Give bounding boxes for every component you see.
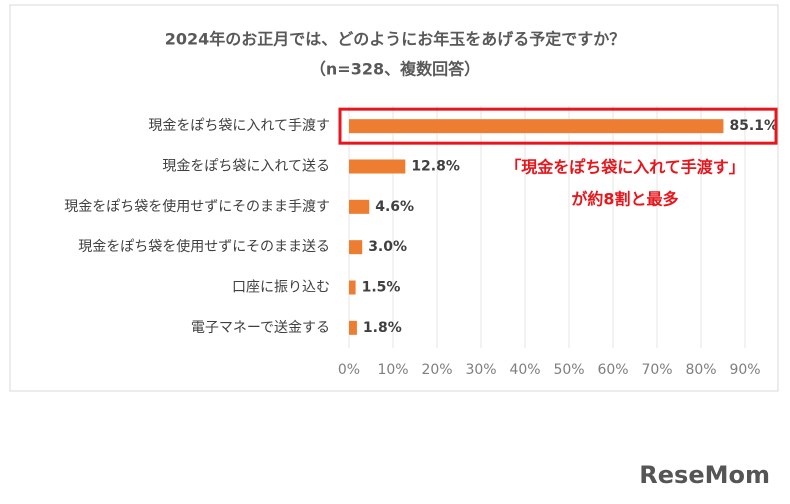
bar xyxy=(349,119,724,134)
watermark: ReseMom xyxy=(639,461,770,489)
bar xyxy=(349,240,363,255)
chart-frame xyxy=(9,4,779,392)
value-label: 1.5% xyxy=(362,280,401,296)
y-tick-label: 現金をぽち袋を使用せずにそのまま手渡す xyxy=(64,198,330,215)
x-tick-label: 40% xyxy=(509,362,540,378)
x-tick-label: 70% xyxy=(641,362,672,378)
bar xyxy=(349,320,357,335)
x-tick-label: 20% xyxy=(421,362,452,378)
chart-subtitle: （n=328、複数回答） xyxy=(310,60,480,79)
value-label: 1.8% xyxy=(363,320,402,336)
y-tick-label: 現金をぽち袋に入れて送る xyxy=(162,159,330,175)
y-tick-label: 現金をぽち袋に入れて手渡す xyxy=(148,118,330,134)
y-tick-label: 口座に振り込む xyxy=(232,280,330,296)
x-tick-label: 80% xyxy=(685,362,716,378)
bar xyxy=(349,199,370,214)
annotation: 「現金をぽち袋に入れて手渡す」 xyxy=(505,158,745,177)
value-label: 85.1% xyxy=(729,118,778,134)
value-label: 3.0% xyxy=(368,239,407,255)
value-label: 4.6% xyxy=(375,199,414,215)
y-tick-label: 電子マネーで送金する xyxy=(191,320,330,336)
y-tick-label: 現金をぽち袋を使用せずにそのまま送る xyxy=(78,238,330,255)
x-tick-label: 10% xyxy=(377,362,408,378)
highlight-box xyxy=(338,107,778,145)
x-tick-label: 30% xyxy=(465,362,496,378)
x-tick-label: 50% xyxy=(553,362,584,378)
chart-title: 2024年のお正月では、どのようにお年玉をあげる予定ですか？ xyxy=(165,30,626,49)
bar xyxy=(349,159,406,174)
x-tick-label: 90% xyxy=(729,362,760,378)
value-label: 12.8% xyxy=(411,159,460,175)
x-tick-label: 60% xyxy=(597,362,628,378)
x-tick-label: 0% xyxy=(338,362,360,378)
bar xyxy=(349,280,356,295)
annotation: が約8割と最多 xyxy=(571,190,678,209)
